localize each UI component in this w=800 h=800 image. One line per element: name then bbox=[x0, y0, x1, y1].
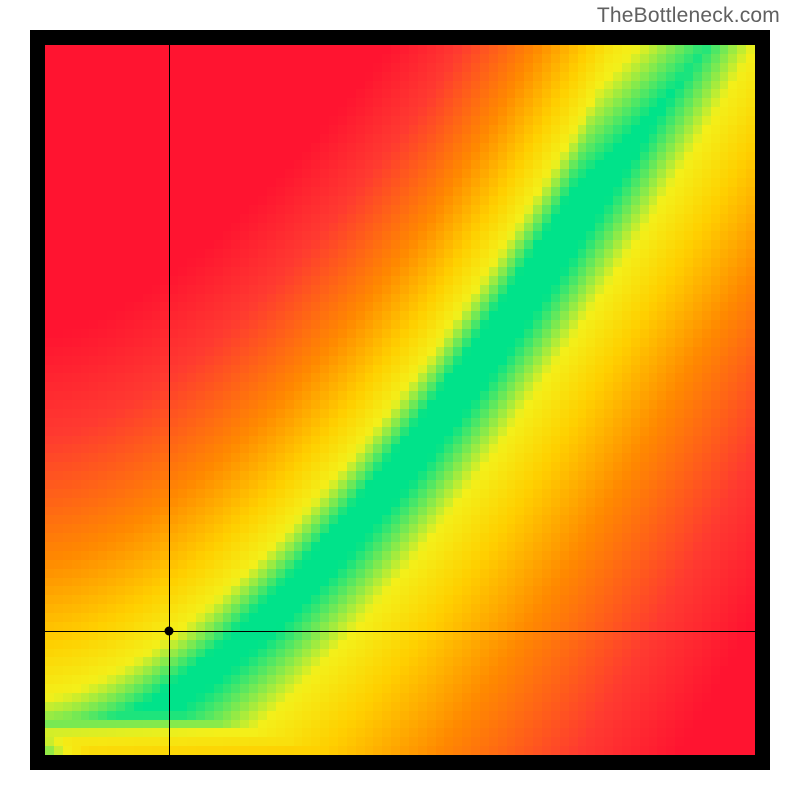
figure-container: TheBottleneck.com bbox=[0, 0, 800, 800]
heatmap-canvas bbox=[45, 45, 755, 755]
crosshair-horizontal bbox=[45, 631, 755, 632]
chart-border bbox=[30, 30, 770, 770]
crosshair-vertical bbox=[169, 45, 170, 755]
data-point-marker bbox=[165, 626, 174, 635]
attribution-label: TheBottleneck.com bbox=[597, 4, 780, 28]
chart-plot-area bbox=[45, 45, 755, 755]
